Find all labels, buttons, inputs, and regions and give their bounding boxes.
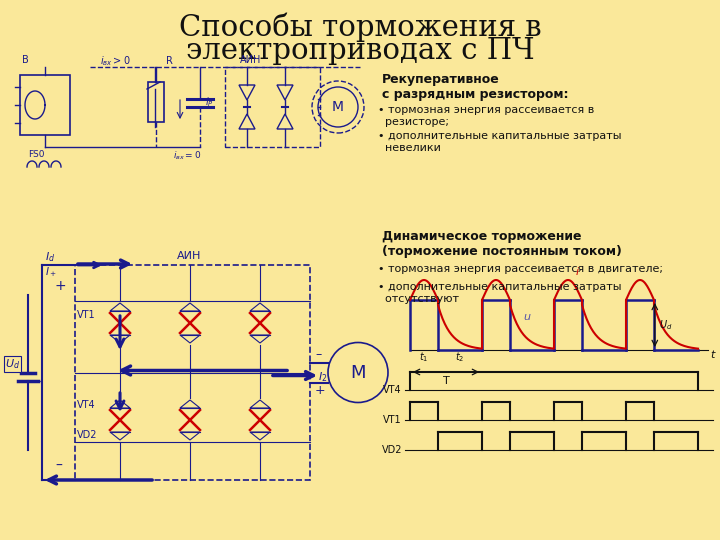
Text: +: + <box>315 384 325 397</box>
Text: B: B <box>22 55 29 65</box>
Text: $I_d$: $I_d$ <box>45 250 55 264</box>
Text: VT4: VT4 <box>383 385 402 395</box>
Text: $i_P$: $i_P$ <box>205 95 214 109</box>
Text: i: i <box>575 267 579 277</box>
Bar <box>20 75 70 135</box>
Text: $i_{вх}=0$: $i_{вх}=0$ <box>173 150 202 163</box>
Text: М: М <box>332 100 344 114</box>
Text: VD2: VD2 <box>77 430 97 440</box>
Text: R: R <box>166 56 173 66</box>
Text: VT4: VT4 <box>77 400 96 410</box>
Text: VT1: VT1 <box>77 310 96 320</box>
Text: $i_{вх}>0$: $i_{вх}>0$ <box>100 54 130 68</box>
Text: $I_2$: $I_2$ <box>318 370 328 384</box>
Text: $t_2$: $t_2$ <box>455 350 464 364</box>
Text: –: – <box>315 348 321 361</box>
Text: t: t <box>710 350 714 360</box>
Text: VT1: VT1 <box>383 415 402 425</box>
Text: • тормозная энергия рассеивается в
  резисторе;: • тормозная энергия рассеивается в резис… <box>378 105 594 126</box>
Text: АИН: АИН <box>177 251 202 261</box>
Circle shape <box>328 342 388 402</box>
Text: u: u <box>523 312 530 322</box>
Text: +: + <box>55 279 67 293</box>
Text: –: – <box>55 459 62 473</box>
Text: $U_d$: $U_d$ <box>659 318 672 332</box>
Bar <box>75 265 310 480</box>
Text: $t_1$: $t_1$ <box>419 350 428 364</box>
Text: T: T <box>443 376 449 386</box>
Text: $I_+$: $I_+$ <box>45 265 57 279</box>
Text: Рекуперативное
с разрядным резистором:: Рекуперативное с разрядным резистором: <box>382 73 569 101</box>
Text: АИН: АИН <box>240 55 261 65</box>
Text: М: М <box>350 363 366 381</box>
Text: VD2: VD2 <box>382 445 402 455</box>
Text: • дополнительные капитальные затраты
  отсутствуют: • дополнительные капитальные затраты отс… <box>378 282 621 303</box>
Text: FS0: FS0 <box>28 150 45 159</box>
Text: Способы торможения в: Способы торможения в <box>179 13 541 43</box>
Text: • тормозная энергия рассеивается в двигателе;: • тормозная энергия рассеивается в двига… <box>378 264 663 274</box>
Text: • дополнительные капитальные затраты
  невелики: • дополнительные капитальные затраты нев… <box>378 131 621 153</box>
Text: Динамическое торможение
(торможение постоянным током): Динамическое торможение (торможение пост… <box>382 230 622 258</box>
Text: электроприводах с ПЧ: электроприводах с ПЧ <box>186 37 534 65</box>
Bar <box>225 67 320 147</box>
Text: $U_d$: $U_d$ <box>5 357 20 372</box>
Bar <box>148 82 164 122</box>
